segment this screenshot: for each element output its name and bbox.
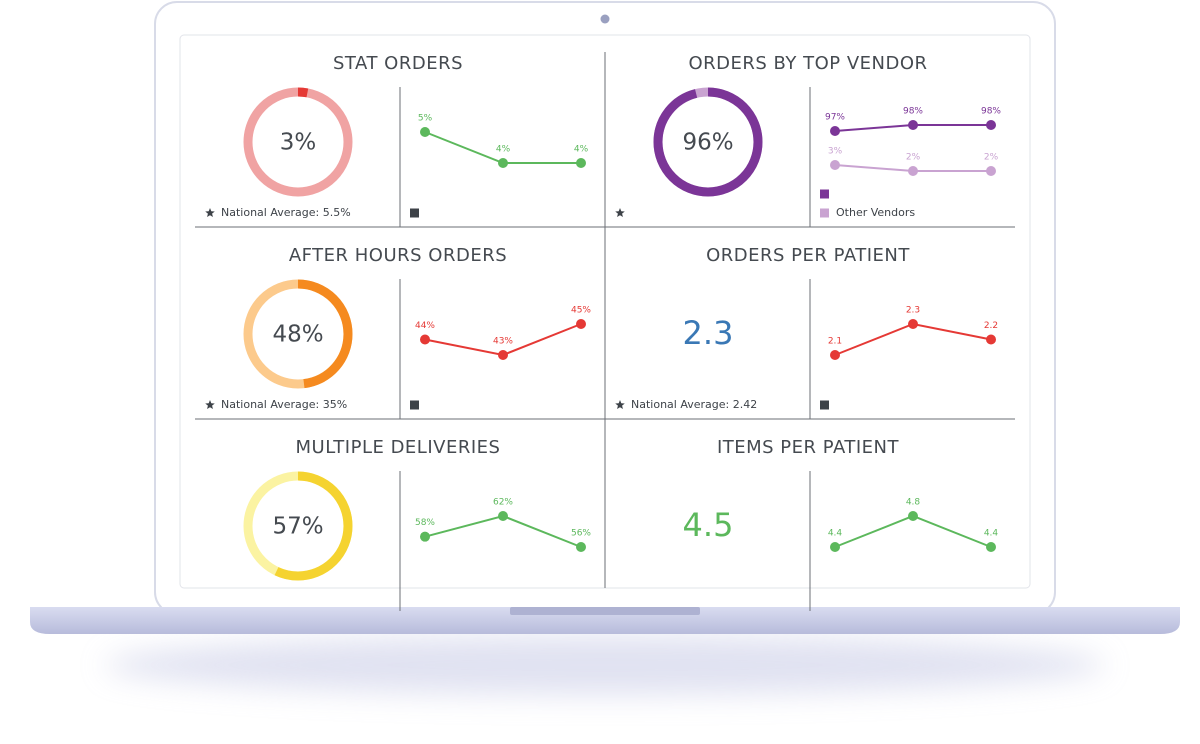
donut-arc xyxy=(653,87,763,197)
data-label: 2.3 xyxy=(906,306,920,316)
star-icon xyxy=(615,208,625,218)
legend-swatch xyxy=(410,400,419,410)
star-icon xyxy=(205,208,215,218)
star-icon xyxy=(205,400,215,410)
data-label: 2% xyxy=(906,153,921,163)
data-label: 98% xyxy=(903,107,923,117)
sparkline-point xyxy=(908,120,918,130)
shadow xyxy=(105,635,1105,695)
sparkline-point xyxy=(498,158,508,168)
panel-title: ORDERS PER PATIENT xyxy=(706,245,910,266)
data-label: 97% xyxy=(825,113,845,123)
base-notch xyxy=(510,607,700,615)
kpi-value: 48% xyxy=(272,322,323,348)
sparkline-point xyxy=(498,350,508,360)
legend-swatch xyxy=(820,208,829,218)
data-label: 56% xyxy=(571,529,591,539)
sparkline-point xyxy=(986,120,996,130)
camera xyxy=(600,14,610,24)
legend-swatch xyxy=(820,189,829,199)
data-label: 58% xyxy=(415,518,435,528)
legend-swatch xyxy=(820,400,829,410)
data-label: 4.4 xyxy=(828,529,843,539)
panel-title: ITEMS PER PATIENT xyxy=(717,437,900,458)
data-label: 4.8 xyxy=(906,498,921,508)
panel-title: MULTIPLE DELIVERIES xyxy=(296,437,501,458)
donut-arc xyxy=(243,279,353,389)
donut-arc xyxy=(243,471,353,581)
data-label: 3% xyxy=(828,147,843,157)
data-label: 44% xyxy=(415,321,435,331)
kpi-value: 2.3 xyxy=(683,314,734,352)
sparkline-point xyxy=(576,158,586,168)
sparkline-point xyxy=(986,542,996,552)
sparkline-point xyxy=(908,319,918,329)
data-label: 43% xyxy=(493,337,513,347)
panel-title: STAT ORDERS xyxy=(333,53,463,74)
data-label: 98% xyxy=(981,107,1001,117)
data-label: 62% xyxy=(493,498,513,508)
data-label: 4.4 xyxy=(984,529,999,539)
kpi-value: 57% xyxy=(272,514,323,540)
sparkline-point xyxy=(830,542,840,552)
sparkline-point xyxy=(830,350,840,360)
sparkline-point xyxy=(986,166,996,176)
data-label: 4% xyxy=(496,145,511,155)
data-label: 2% xyxy=(984,153,999,163)
sparkline-point xyxy=(986,334,996,345)
star-icon xyxy=(615,400,625,410)
national-average: National Average: 35% xyxy=(221,398,347,411)
sparkline-point xyxy=(576,542,586,552)
sparkline-point xyxy=(830,160,840,170)
sparkline-point xyxy=(498,511,508,521)
sparkline-point xyxy=(830,126,840,136)
legend-label: Other Vendors xyxy=(836,206,915,219)
data-label: 4% xyxy=(574,145,589,155)
data-label: 5% xyxy=(418,114,433,124)
national-average: National Average: 2.42 xyxy=(631,398,757,411)
sparkline-point xyxy=(420,127,430,137)
laptop-base xyxy=(30,607,1180,634)
sparkline-point xyxy=(420,334,430,345)
panel-title: ORDERS BY TOP VENDOR xyxy=(688,53,927,74)
kpi-value: 3% xyxy=(280,130,317,156)
sparkline-point xyxy=(908,511,918,521)
sparkline-point xyxy=(576,319,586,329)
national-average: National Average: 5.5% xyxy=(221,206,351,219)
sparkline-point xyxy=(908,166,918,176)
data-label: 2.1 xyxy=(828,337,842,347)
kpi-value: 4.5 xyxy=(683,506,734,544)
kpi-value: 96% xyxy=(682,130,733,156)
panel-title: AFTER HOURS ORDERS xyxy=(289,245,507,266)
data-label: 45% xyxy=(571,306,591,316)
legend-swatch xyxy=(410,208,419,218)
data-label: 2.2 xyxy=(984,321,998,331)
donut-arc xyxy=(243,87,353,197)
sparkline-point xyxy=(420,531,430,542)
